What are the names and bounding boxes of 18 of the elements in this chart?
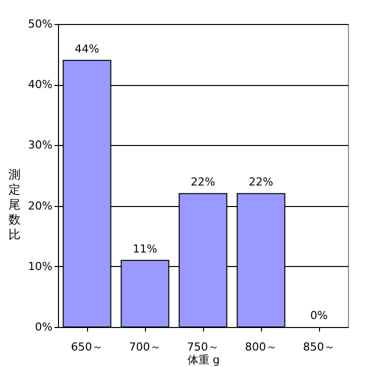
- data-label: 22%: [248, 176, 274, 189]
- y-tick-label: 50%: [28, 18, 52, 30]
- data-label: 0%: [310, 309, 328, 322]
- x-tick-label: 700～: [129, 340, 161, 354]
- y-tick-label: 0%: [35, 320, 52, 334]
- x-tick-label: 850～: [303, 340, 335, 354]
- x-tick-label: 800～: [245, 340, 277, 354]
- x-tick-label: 750～: [187, 340, 219, 354]
- y-tick-label: 10%: [28, 260, 52, 273]
- data-label: 44%: [74, 42, 100, 56]
- x-axis-title: 体重 g: [187, 354, 220, 366]
- data-label: 11%: [132, 242, 158, 256]
- x-tick-label: 650～: [71, 340, 103, 354]
- y-axis-title: 測定尾数比: [8, 168, 20, 242]
- data-label: 22%: [190, 176, 216, 189]
- y-tick-label: 40%: [28, 78, 52, 92]
- y-tick-label: 20%: [28, 199, 52, 212]
- y-tick-label: 30%: [28, 138, 52, 152]
